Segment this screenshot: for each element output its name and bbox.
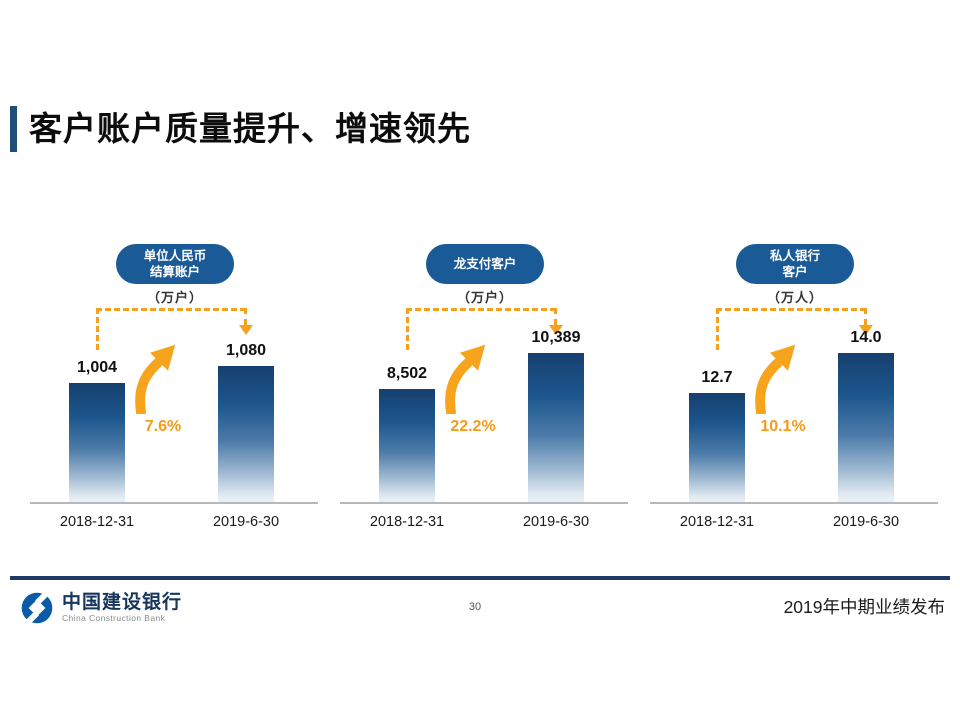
bar-2018: 8,502 <box>379 365 435 503</box>
growth-bracket <box>96 308 253 356</box>
growth-bracket <box>716 308 873 356</box>
ccb-logo-icon <box>21 591 53 625</box>
bracket-arrow-down-icon <box>549 325 563 335</box>
bar-value-2018: 12.7 <box>701 369 733 386</box>
growth-arrow-icon <box>755 344 796 414</box>
logo-text-cn: 中国建设银行 <box>62 592 183 613</box>
bar-rect-2019 <box>838 353 894 503</box>
category-badge: 龙支付客户 <box>426 244 544 284</box>
unit-label: （万户） <box>456 290 513 305</box>
growth-percent: 7.6% <box>144 418 182 435</box>
bar-rect-2019 <box>218 366 274 503</box>
bracket-arrow-down-icon <box>239 325 253 335</box>
category-badge: 单位人民币 结算账户 <box>116 244 234 284</box>
bar-2018: 1,004 <box>69 359 125 503</box>
bar-2019: 14.0 <box>838 329 894 503</box>
unit-label: （万人） <box>766 290 823 305</box>
category-badge-line1: 私人银行 <box>769 248 820 263</box>
axis-label-2018: 2018-12-31 <box>679 514 755 530</box>
bar-rect-2018 <box>69 383 125 503</box>
logo-text: 中国建设银行 China Construction Bank <box>62 592 183 624</box>
category-badge-line1: 单位人民币 <box>143 248 207 263</box>
title-block: 客户账户质量提升、增速领先 <box>10 106 471 152</box>
unit-label: （万户） <box>146 290 203 305</box>
category-badge-line1: 龙支付客户 <box>453 256 517 271</box>
bar-rect-2018 <box>689 393 745 503</box>
ccb-logo: 中国建设银行 China Construction Bank <box>20 591 182 625</box>
growth-percent: 10.1% <box>760 418 806 435</box>
title-accent-bar <box>10 106 17 152</box>
axis-baseline <box>30 502 318 504</box>
bar-rect-2018 <box>379 389 435 503</box>
bar-value-2019: 10,389 <box>531 329 581 346</box>
axis-label-2018: 2018-12-31 <box>59 514 135 530</box>
category-badge-line2: 结算账户 <box>149 265 200 279</box>
bar-2019: 10,389 <box>528 329 584 503</box>
bar-value-2018: 1,004 <box>76 359 118 376</box>
growth-arrow-icon <box>135 344 176 414</box>
bar-value-2019: 14.0 <box>850 329 882 346</box>
page-title: 客户账户质量提升、增速领先 <box>29 110 471 147</box>
category-badge-line2: 客户 <box>782 265 808 279</box>
axis-label-2019: 2019-6-30 <box>522 514 590 530</box>
axis-baseline <box>650 502 938 504</box>
axis-label-2018: 2018-12-31 <box>369 514 445 530</box>
bar-value-2018: 8,502 <box>386 365 428 382</box>
growth-arrow-icon <box>445 344 486 414</box>
bar-rect-2019 <box>528 353 584 503</box>
category-badge: 私人银行 客户 <box>736 244 854 284</box>
bar-2019: 1,080 <box>218 342 274 503</box>
bar-value-2019: 1,080 <box>225 342 267 359</box>
chart-group-private-banking-customers: 私人银行 客户 （万人） 12.7 14.0 10.1% 2018-12-31 … <box>650 240 940 540</box>
chart-group-corporate-rmb-accounts: 单位人民币 结算账户 （万户） 1,004 1,080 7.6% 2018-12… <box>30 240 320 540</box>
footer-divider-line <box>10 576 950 580</box>
bar-2018: 12.7 <box>689 369 745 503</box>
growth-bracket <box>406 308 563 356</box>
axis-label-2019: 2019-6-30 <box>212 514 280 530</box>
growth-percent: 22.2% <box>450 418 496 435</box>
axis-baseline <box>340 502 628 504</box>
axis-label-2019: 2019-6-30 <box>832 514 900 530</box>
chart-group-long-pay-customers: 龙支付客户 （万户） 8,502 10,389 22.2% 2018-12-31… <box>340 240 630 540</box>
logo-text-en: China Construction Bank <box>62 613 166 623</box>
page-number: 30 <box>468 601 482 613</box>
bracket-arrow-down-icon <box>859 325 873 335</box>
footer-caption: 2019年中期业绩发布 <box>783 597 945 617</box>
